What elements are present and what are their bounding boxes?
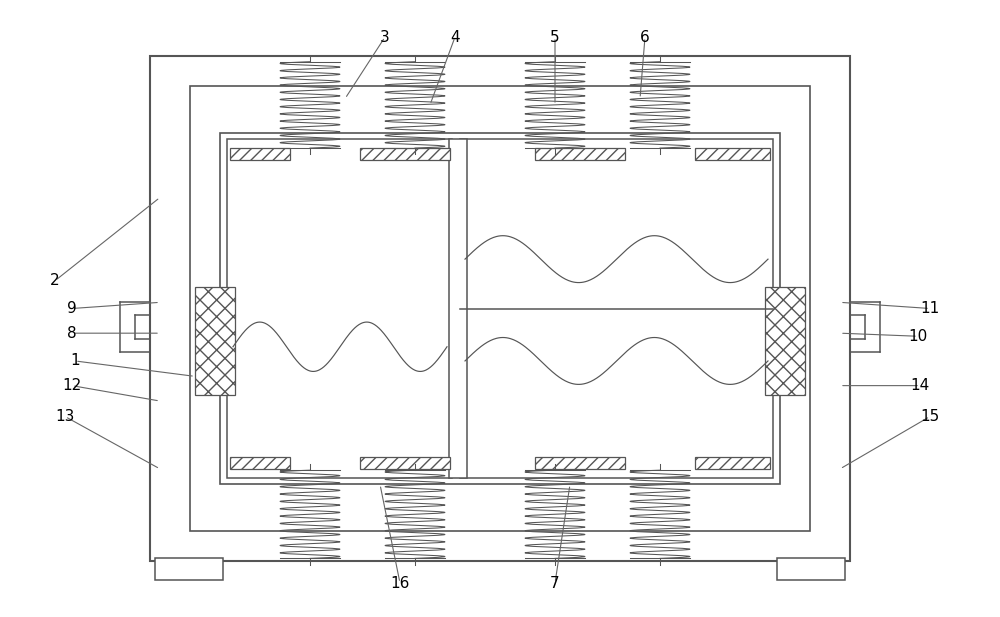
Text: 15: 15 bbox=[920, 409, 940, 424]
Bar bbox=[535, 457, 625, 469]
Text: 10: 10 bbox=[908, 329, 928, 344]
Bar bbox=[695, 148, 770, 160]
Bar bbox=[460, 139, 773, 478]
Text: 4: 4 bbox=[450, 30, 460, 44]
Text: 1: 1 bbox=[70, 354, 80, 368]
Text: 8: 8 bbox=[67, 326, 77, 341]
Text: 2: 2 bbox=[50, 273, 60, 288]
Text: 7: 7 bbox=[550, 576, 560, 590]
Text: 12: 12 bbox=[62, 378, 82, 393]
Bar bbox=[777, 558, 845, 580]
Text: 14: 14 bbox=[910, 378, 930, 393]
Bar bbox=[227, 139, 452, 478]
Bar bbox=[150, 56, 850, 561]
Text: 9: 9 bbox=[67, 301, 77, 316]
Bar bbox=[155, 558, 223, 580]
Bar bbox=[765, 287, 805, 395]
Text: 13: 13 bbox=[55, 409, 75, 424]
Text: 3: 3 bbox=[380, 30, 390, 44]
Bar bbox=[449, 139, 467, 478]
Bar bbox=[535, 148, 625, 160]
Text: 5: 5 bbox=[550, 30, 560, 44]
Text: 6: 6 bbox=[640, 30, 650, 44]
Bar bbox=[230, 457, 290, 469]
Bar bbox=[360, 148, 450, 160]
Bar bbox=[220, 133, 780, 484]
Bar bbox=[695, 457, 770, 469]
Bar bbox=[230, 148, 290, 160]
Bar bbox=[360, 457, 450, 469]
Text: 16: 16 bbox=[390, 576, 410, 590]
Text: 11: 11 bbox=[920, 301, 940, 316]
Bar bbox=[195, 287, 235, 395]
Bar bbox=[190, 86, 810, 531]
